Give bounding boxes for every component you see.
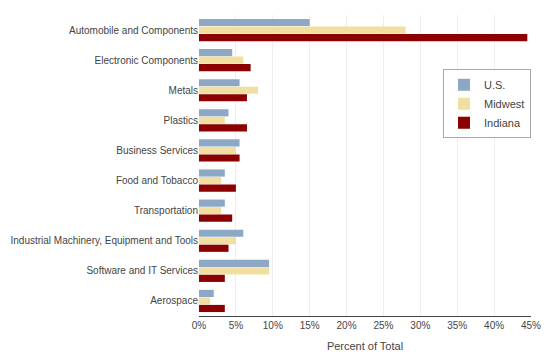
svg-text:40%: 40% bbox=[484, 320, 504, 331]
svg-text:15%: 15% bbox=[300, 320, 320, 331]
svg-text:20%: 20% bbox=[337, 320, 357, 331]
svg-text:0%: 0% bbox=[192, 320, 207, 331]
svg-text:30%: 30% bbox=[410, 320, 430, 331]
svg-text:Electronic Components: Electronic Components bbox=[95, 55, 198, 66]
svg-text:5%: 5% bbox=[229, 320, 244, 331]
svg-text:10%: 10% bbox=[263, 320, 283, 331]
svg-text:Metals: Metals bbox=[169, 85, 198, 96]
svg-text:25%: 25% bbox=[373, 320, 393, 331]
svg-text:Percent of Total: Percent of Total bbox=[327, 340, 403, 352]
svg-text:Business Services: Business Services bbox=[116, 145, 198, 156]
svg-text:Automobile and Components: Automobile and Components bbox=[69, 25, 198, 36]
svg-text:45%: 45% bbox=[521, 320, 541, 331]
svg-text:Software and IT Services: Software and IT Services bbox=[86, 265, 198, 276]
svg-text:Indiana: Indiana bbox=[484, 117, 521, 129]
svg-text:Transportation: Transportation bbox=[134, 205, 198, 216]
svg-text:Food and Tobacco: Food and Tobacco bbox=[116, 175, 199, 186]
svg-text:U.S.: U.S. bbox=[484, 79, 505, 91]
svg-text:35%: 35% bbox=[447, 320, 467, 331]
svg-text:Midwest: Midwest bbox=[484, 98, 524, 110]
svg-text:Aerospace: Aerospace bbox=[150, 295, 198, 306]
svg-text:Plastics: Plastics bbox=[164, 115, 198, 126]
svg-text:Industrial Machinery, Equipmen: Industrial Machinery, Equipment and Tool… bbox=[10, 235, 198, 246]
